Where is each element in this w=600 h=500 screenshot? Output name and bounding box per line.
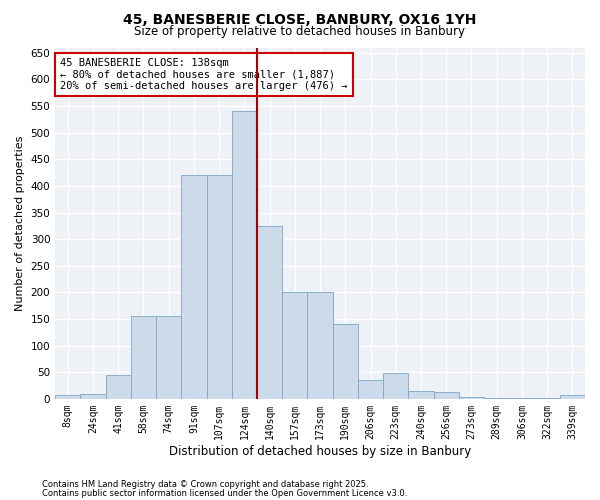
Bar bbox=[307, 292, 332, 399]
Bar bbox=[55, 394, 80, 399]
Text: Contains public sector information licensed under the Open Government Licence v3: Contains public sector information licen… bbox=[42, 488, 407, 498]
Bar bbox=[257, 226, 282, 399]
Text: 45, BANESBERIE CLOSE, BANBURY, OX16 1YH: 45, BANESBERIE CLOSE, BANBURY, OX16 1YH bbox=[124, 12, 476, 26]
Bar bbox=[358, 380, 383, 399]
Bar bbox=[409, 391, 434, 399]
Bar bbox=[106, 375, 131, 399]
Text: 45 BANESBERIE CLOSE: 138sqm
← 80% of detached houses are smaller (1,887)
20% of : 45 BANESBERIE CLOSE: 138sqm ← 80% of det… bbox=[61, 58, 348, 91]
Bar bbox=[156, 316, 181, 399]
Bar bbox=[434, 392, 459, 399]
Bar bbox=[484, 398, 509, 399]
Bar bbox=[131, 316, 156, 399]
Bar bbox=[282, 292, 307, 399]
Bar bbox=[181, 176, 206, 399]
Y-axis label: Number of detached properties: Number of detached properties bbox=[15, 136, 25, 311]
Text: Size of property relative to detached houses in Banbury: Size of property relative to detached ho… bbox=[134, 24, 466, 38]
Bar bbox=[232, 112, 257, 399]
Bar bbox=[206, 176, 232, 399]
Bar bbox=[459, 397, 484, 399]
Bar bbox=[383, 374, 409, 399]
Bar bbox=[332, 324, 358, 399]
Bar bbox=[80, 394, 106, 399]
Bar bbox=[560, 394, 585, 399]
Bar bbox=[535, 398, 560, 399]
Text: Contains HM Land Registry data © Crown copyright and database right 2025.: Contains HM Land Registry data © Crown c… bbox=[42, 480, 368, 489]
Bar bbox=[509, 398, 535, 399]
X-axis label: Distribution of detached houses by size in Banbury: Distribution of detached houses by size … bbox=[169, 444, 471, 458]
